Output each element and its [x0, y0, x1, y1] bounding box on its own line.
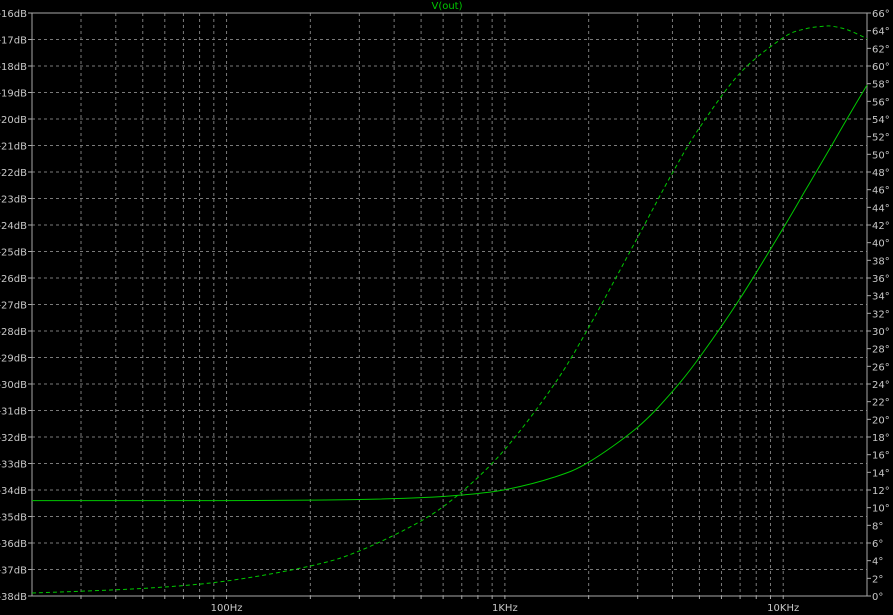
y-right-tick-label: 4° — [872, 557, 883, 568]
y-right-tick-label: 48° — [872, 168, 890, 179]
y-right-tick-label: 6° — [872, 539, 883, 550]
y-left-tick-label: -17dB — [0, 36, 27, 47]
y-left-tick-label: -34dB — [0, 486, 27, 497]
y-right-tick-label: 54° — [872, 115, 890, 126]
y-right-tick-label: 26° — [872, 362, 890, 373]
y-left-tick-label: -18dB — [0, 62, 27, 73]
grid — [32, 13, 867, 596]
plot-frame — [31, 12, 868, 597]
y-right-tick-label: 60° — [872, 62, 890, 73]
y-left-tick-label: -26dB — [0, 274, 27, 285]
y-left-tick-label: -31dB — [0, 407, 27, 418]
y-right-tick-label: 24° — [872, 380, 890, 391]
y-right-tick-label: 44° — [872, 203, 890, 214]
y-right-tick-label: 8° — [872, 521, 883, 532]
y-left-tick-label: -30dB — [0, 380, 27, 391]
tick-labels: -16dB -17dB -18dB -19dB -20dB -21dB -22dB -23dB… — [0, 9, 890, 614]
y-right-tick-label: 58° — [872, 80, 890, 91]
y-right-tick-label: 50° — [872, 150, 890, 161]
y-left-tick-label: -21dB — [0, 142, 27, 153]
y-left-tick-label: -23dB — [0, 195, 27, 206]
axes — [28, 12, 871, 599]
y-left-tick-label: -32dB — [0, 433, 27, 444]
y-right-tick-label: 0° — [872, 592, 883, 603]
y-left-tick-label: -37dB — [0, 566, 27, 577]
y-right-tick-label: 32° — [872, 309, 890, 320]
y-right-tick-label: 12° — [872, 486, 890, 497]
y-right-tick-label: 10° — [872, 504, 890, 515]
chart-title[interactable]: V(out) — [431, 1, 462, 12]
traces — [31, 25, 868, 594]
y-left-tick-label: -22dB — [0, 168, 27, 179]
y-left-tick-label: -33dB — [0, 460, 27, 471]
y-right-tick-label: 14° — [872, 468, 890, 479]
y-left-tick-label: -19dB — [0, 89, 27, 100]
y-right-tick-label: 18° — [872, 433, 890, 444]
y-right-tick-label: 62° — [872, 44, 890, 55]
y-right-tick-label: 64° — [872, 27, 890, 38]
y-left-tick-label: -28dB — [0, 327, 27, 338]
y-right-tick-label: 56° — [872, 97, 890, 108]
y-left-tick-label: -27dB — [0, 301, 27, 312]
x-tick-label: 10KHz — [767, 603, 799, 614]
y-right-tick-label: 38° — [872, 256, 890, 267]
y-right-tick-label: 22° — [872, 398, 890, 409]
y-right-tick-label: 20° — [872, 415, 890, 426]
y-right-tick-label: 30° — [872, 327, 890, 338]
x-tick-label: 1KHz — [492, 603, 518, 614]
y-right-tick-label: 28° — [872, 345, 890, 356]
magnitude-trace — [32, 84, 868, 502]
y-right-tick-label: 40° — [872, 239, 890, 250]
y-left-tick-label: -20dB — [0, 115, 27, 126]
y-right-tick-label: 36° — [872, 274, 890, 285]
y-left-tick-label: -16dB — [0, 9, 27, 20]
y-left-tick-label: -38dB — [0, 592, 27, 603]
phase-trace — [31, 25, 868, 594]
y-right-tick-label: 66° — [872, 9, 890, 20]
x-tick-label: 100Hz — [211, 603, 243, 614]
y-right-tick-label: 2° — [872, 574, 883, 585]
y-right-tick-label: 42° — [872, 221, 890, 232]
y-left-tick-label: -24dB — [0, 221, 27, 232]
y-left-tick-label: -35dB — [0, 513, 27, 524]
y-right-tick-label: 52° — [872, 133, 890, 144]
y-left-tick-label: -29dB — [0, 354, 27, 365]
y-right-tick-label: 34° — [872, 292, 890, 303]
y-left-tick-label: -36dB — [0, 539, 27, 550]
y-left-tick-label: -25dB — [0, 248, 27, 259]
y-right-tick-label: 46° — [872, 186, 890, 197]
y-right-tick-label: 16° — [872, 451, 890, 462]
